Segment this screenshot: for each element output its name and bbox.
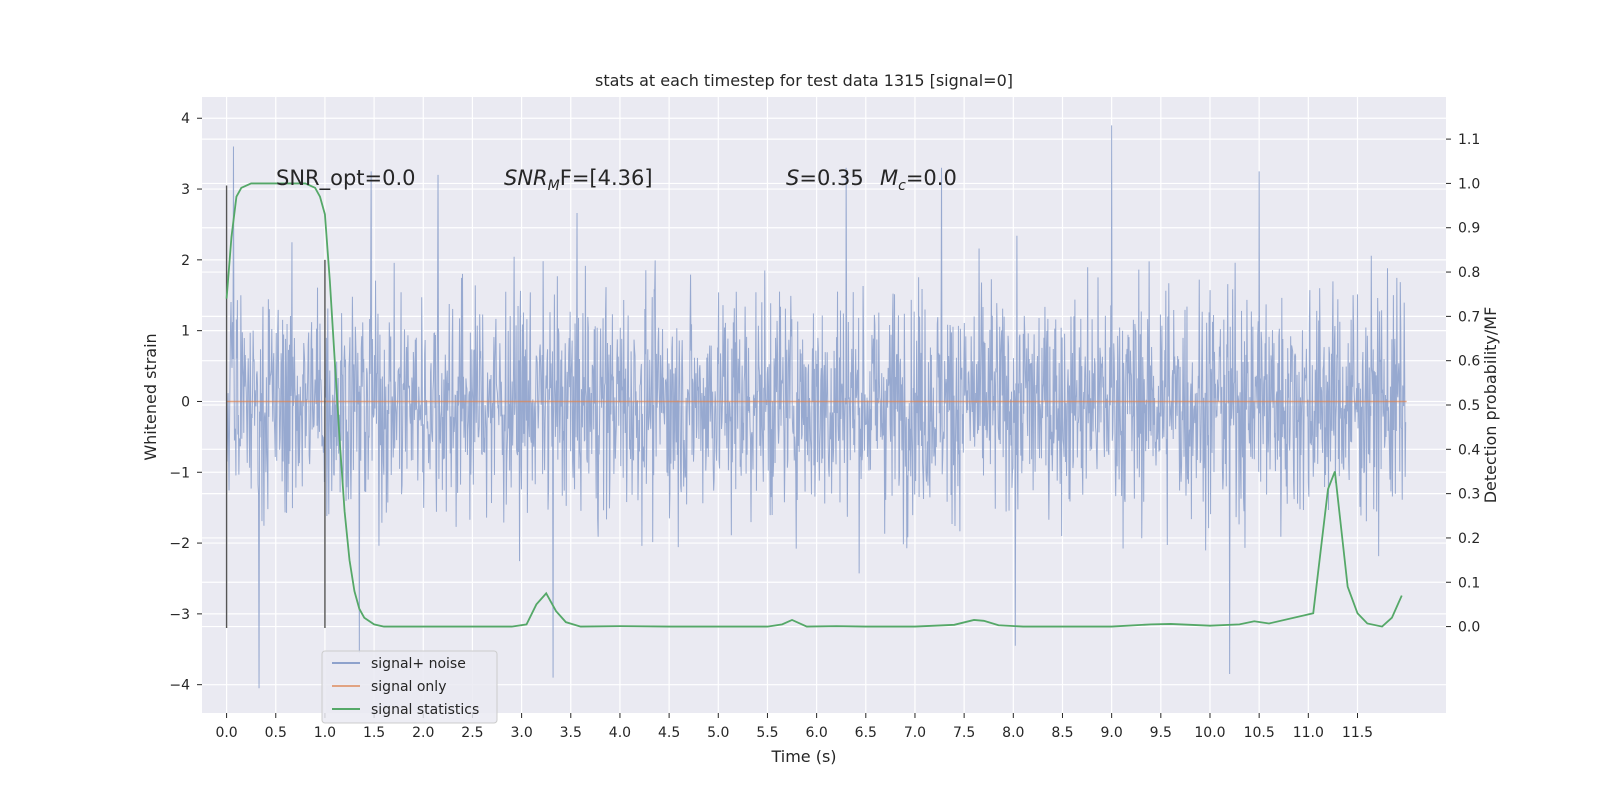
- annotation-snr-mf: SNRMF=[4.36]: [504, 166, 653, 194]
- y2-tick-label: 0.5: [1458, 398, 1480, 414]
- y2-tick-label: 0.4: [1458, 442, 1480, 458]
- y2-tick-label: 0.8: [1458, 265, 1480, 281]
- y2-axis-label: Detection probability/MF: [1481, 307, 1500, 504]
- x-axis-label: Time (s): [770, 747, 836, 766]
- snr-mf-sub: M: [548, 178, 560, 194]
- x-tick-label: 6.0: [805, 725, 827, 741]
- y2-tick-label: 0.6: [1458, 354, 1480, 370]
- mc-var: M: [880, 166, 898, 190]
- s-var: S: [786, 166, 799, 190]
- x-tick-label: 7.5: [953, 725, 975, 741]
- y-tick-label: −2: [169, 536, 190, 552]
- y2-axis-ticks: 1.1 1.0 0.9 0.8 0.7 0.6 0.5 0.4 0.3 0.2 0.1 0.0: [1446, 132, 1480, 636]
- x-tick-label: 9.5: [1150, 725, 1172, 741]
- legend-box: [321, 650, 498, 724]
- x-tick-label: 0.0: [215, 725, 237, 741]
- x-tick-label: 4.0: [609, 725, 631, 741]
- x-tick-label: 9.0: [1101, 725, 1123, 741]
- y2-tick-label: 0.1: [1458, 575, 1480, 591]
- s-val: =0.35: [799, 166, 863, 190]
- y2-tick-label: 0.0: [1458, 620, 1480, 636]
- statistics-series: [225, 182, 1403, 628]
- x-tick-label: 6.5: [855, 725, 877, 741]
- x-tick-label: 1.5: [363, 725, 385, 741]
- x-tick-label: 0.5: [265, 725, 287, 741]
- y2-tick-label: 0.2: [1458, 531, 1480, 547]
- x-tick-label: 10.0: [1194, 725, 1225, 741]
- snr-mf-var: SNR: [504, 166, 548, 190]
- x-tick-label: 2.0: [412, 725, 434, 741]
- x-tick-label: 10.5: [1244, 725, 1275, 741]
- x-tick-label: 5.0: [707, 725, 729, 741]
- y-tick-label: 1: [181, 324, 190, 340]
- noise-series: [226, 125, 1407, 689]
- snr-mf-rest: F=[4.36]: [560, 166, 653, 190]
- x-tick-label: 5.5: [756, 725, 778, 741]
- chart-title: stats at each timestep for test data 131…: [595, 71, 1013, 90]
- x-tick-label: 3.5: [560, 725, 582, 741]
- series-signal-statistics-line: [225, 182, 1403, 628]
- legend: signal+ noise signal only signal statist…: [321, 650, 498, 724]
- x-tick-label: 1.0: [314, 725, 336, 741]
- annotation-mc: Mc=0.0: [880, 166, 957, 194]
- annotation-snr-opt: SNR_opt=0.0: [276, 166, 416, 191]
- x-tick-label: 2.5: [461, 725, 483, 741]
- y-tick-label: 2: [181, 253, 190, 269]
- x-tick-label: 4.5: [658, 725, 680, 741]
- y-tick-label: 3: [181, 182, 190, 198]
- legend-label-signal-only: signal only: [371, 679, 446, 695]
- y2-tick-label: 1.0: [1458, 176, 1480, 192]
- y-tick-label: 4: [181, 111, 190, 127]
- y-axis-label: Whitened strain: [141, 333, 160, 460]
- legend-label-noise: signal+ noise: [371, 656, 466, 672]
- x-tick-label: 11.0: [1293, 725, 1324, 741]
- y2-tick-label: 1.1: [1458, 132, 1480, 148]
- mc-sub: c: [898, 178, 906, 194]
- mc-val: =0.0: [906, 166, 957, 190]
- y2-tick-label: 0.3: [1458, 487, 1480, 503]
- y-axis-ticks: 4 3 2 1 0 −1 −2 −3 −4: [169, 111, 202, 694]
- x-tick-label: 8.0: [1002, 725, 1024, 741]
- x-tick-label: 11.5: [1342, 725, 1373, 741]
- y-tick-label: −1: [169, 465, 190, 481]
- vertical-markers: [225, 185, 326, 629]
- legend-label-statistics: signal statistics: [371, 702, 479, 718]
- y-tick-label: −4: [169, 678, 190, 694]
- x-tick-label: 8.5: [1051, 725, 1073, 741]
- series-signal-noise-line: [226, 125, 1407, 689]
- y-tick-label: −3: [169, 607, 190, 623]
- annotation-s: S=0.35: [786, 166, 864, 190]
- y2-tick-label: 0.9: [1458, 221, 1480, 237]
- y-tick-label: 0: [181, 394, 190, 410]
- y2-tick-label: 0.7: [1458, 309, 1480, 325]
- x-axis-ticks: 0.0 0.5 1.0 1.5 2.0 2.5 3.0 3.5 4.0 4.5 5.0 5.5 6.0 6…: [215, 713, 1373, 741]
- x-tick-label: 7.0: [904, 725, 926, 741]
- x-tick-label: 3.0: [510, 725, 532, 741]
